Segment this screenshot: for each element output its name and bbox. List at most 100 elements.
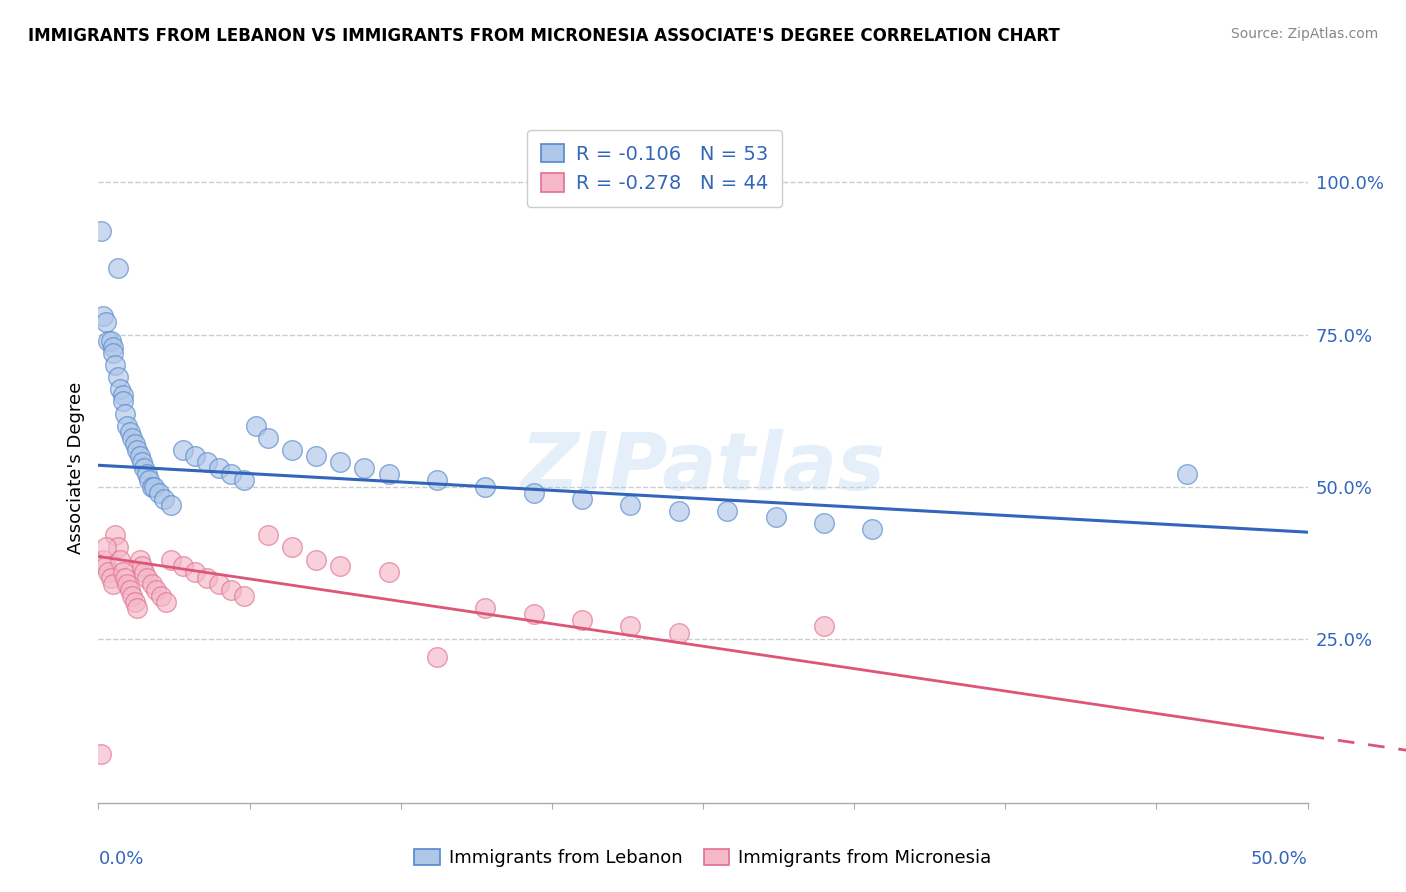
Point [145, 582, 167, 597]
Point [94, 315, 117, 329]
Point [668, 625, 690, 640]
Point [128, 552, 150, 566]
Legend: R = -0.106   N = 53, R = -0.278   N = 44: R = -0.106 N = 53, R = -0.278 N = 44 [527, 130, 782, 207]
Text: IMMIGRANTS FROM LEBANON VS IMMIGRANTS FROM MICRONESIA ASSOCIATE'S DEGREE CORRELA: IMMIGRANTS FROM LEBANON VS IMMIGRANTS FR… [28, 27, 1060, 45]
Point [195, 455, 218, 469]
Point [114, 571, 136, 585]
Point [108, 382, 131, 396]
Point [138, 474, 160, 488]
Point [377, 467, 399, 482]
Point [124, 595, 146, 609]
Point [101, 577, 124, 591]
Point [256, 528, 278, 542]
Point [184, 449, 207, 463]
Point [172, 558, 194, 573]
Legend: Immigrants from Lebanon, Immigrants from Micronesia: Immigrants from Lebanon, Immigrants from… [408, 841, 998, 874]
Point [208, 577, 231, 591]
Point [90, 747, 112, 761]
Point [148, 485, 170, 500]
Point [305, 552, 328, 566]
Point [100, 571, 122, 585]
Point [141, 479, 163, 493]
Point [208, 461, 231, 475]
Point [135, 571, 157, 585]
Point [97, 334, 120, 348]
Point [860, 522, 883, 536]
Point [121, 431, 143, 445]
Point [134, 461, 156, 475]
Point [118, 582, 141, 597]
Point [571, 491, 593, 506]
Point [155, 595, 177, 609]
Point [111, 388, 134, 402]
Point [329, 558, 352, 573]
Point [813, 619, 835, 633]
Point [143, 479, 166, 493]
Point [353, 461, 375, 475]
Point [619, 498, 641, 512]
Point [221, 582, 243, 597]
Point [245, 418, 267, 433]
Point [305, 449, 328, 463]
Point [426, 474, 449, 488]
Point [150, 589, 173, 603]
Point [141, 577, 163, 591]
Point [765, 510, 787, 524]
Point [716, 504, 738, 518]
Point [111, 565, 134, 579]
Point [281, 443, 304, 458]
Point [107, 541, 129, 555]
Point [104, 528, 127, 542]
Text: ZIPatlas: ZIPatlas [520, 429, 886, 508]
Point [107, 370, 129, 384]
Point [668, 504, 690, 518]
Point [97, 565, 120, 579]
Point [131, 558, 153, 573]
Point [134, 565, 156, 579]
Point [172, 443, 194, 458]
Point [523, 485, 546, 500]
Point [232, 474, 254, 488]
Point [124, 437, 146, 451]
Point [221, 467, 243, 482]
Point [474, 601, 496, 615]
Y-axis label: Associate's Degree: Associate's Degree [66, 382, 84, 555]
Point [121, 589, 143, 603]
Point [94, 541, 117, 555]
Point [232, 589, 254, 603]
Point [256, 431, 278, 445]
Point [107, 260, 129, 275]
Point [111, 394, 134, 409]
Point [160, 498, 183, 512]
Point [114, 407, 136, 421]
Point [160, 552, 183, 566]
Point [94, 558, 117, 573]
Point [1175, 467, 1198, 482]
Point [128, 449, 150, 463]
Point [195, 571, 218, 585]
Point [91, 310, 114, 324]
Point [104, 358, 127, 372]
Point [117, 418, 139, 433]
Point [184, 565, 207, 579]
Point [101, 340, 124, 354]
Point [90, 224, 112, 238]
Point [813, 516, 835, 530]
Point [108, 552, 131, 566]
Text: Source: ZipAtlas.com: Source: ZipAtlas.com [1230, 27, 1378, 41]
Text: 50.0%: 50.0% [1251, 849, 1308, 868]
Point [117, 577, 139, 591]
Point [571, 613, 593, 627]
Point [101, 345, 124, 359]
Point [281, 541, 304, 555]
Point [474, 479, 496, 493]
Point [100, 334, 122, 348]
Point [426, 649, 449, 664]
Point [329, 455, 352, 469]
Point [523, 607, 546, 622]
Point [152, 491, 174, 506]
Point [91, 552, 114, 566]
Point [619, 619, 641, 633]
Point [377, 565, 399, 579]
Point [131, 455, 153, 469]
